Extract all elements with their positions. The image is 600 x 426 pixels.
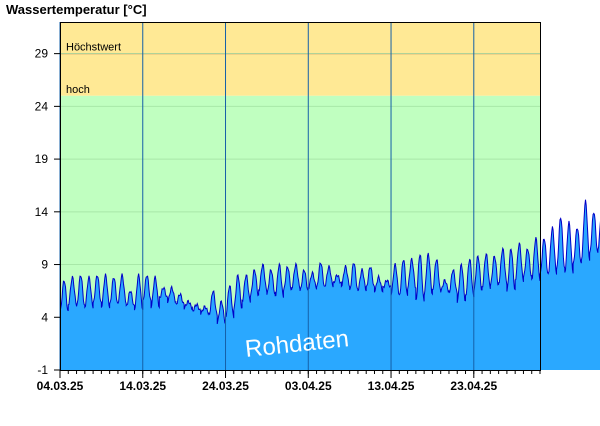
grid-lines (60, 53, 540, 318)
series-line (59, 199, 600, 325)
plot-frame (60, 22, 541, 371)
x-tick-label: 14.03.25 (119, 379, 166, 393)
x-tick-label: 13.04.25 (368, 379, 415, 393)
x-tick-label: 24.03.25 (202, 379, 249, 393)
y-tick-label: 29 (35, 47, 49, 61)
series-area (60, 199, 600, 370)
zone-labels: Höchstwert hoch (66, 42, 121, 96)
x-axis: 04.03.25 14.03.25 24.03.25 03.04.25 13.04.25… (37, 370, 541, 393)
high-threshold-label: hoch (66, 84, 90, 96)
y-tick-label: 14 (35, 205, 49, 219)
y-tick-label: 9 (41, 258, 48, 272)
x-tick-label: 23.04.25 (450, 379, 497, 393)
y-tick-label: 19 (35, 152, 49, 166)
high-zone (60, 22, 540, 96)
x-tick-label: 04.03.25 (37, 379, 84, 393)
y-tick-label: -1 (37, 363, 48, 377)
max-threshold-label: Höchstwert (66, 42, 121, 54)
x-tick-label: 03.04.25 (285, 379, 332, 393)
y-axis: -1 4 9 14 19 24 29 (35, 47, 60, 377)
y-axis-title: Wassertemperatur [°C] (6, 2, 147, 17)
y-tick-label: 4 (41, 310, 48, 324)
y-tick-label: 24 (35, 99, 49, 113)
